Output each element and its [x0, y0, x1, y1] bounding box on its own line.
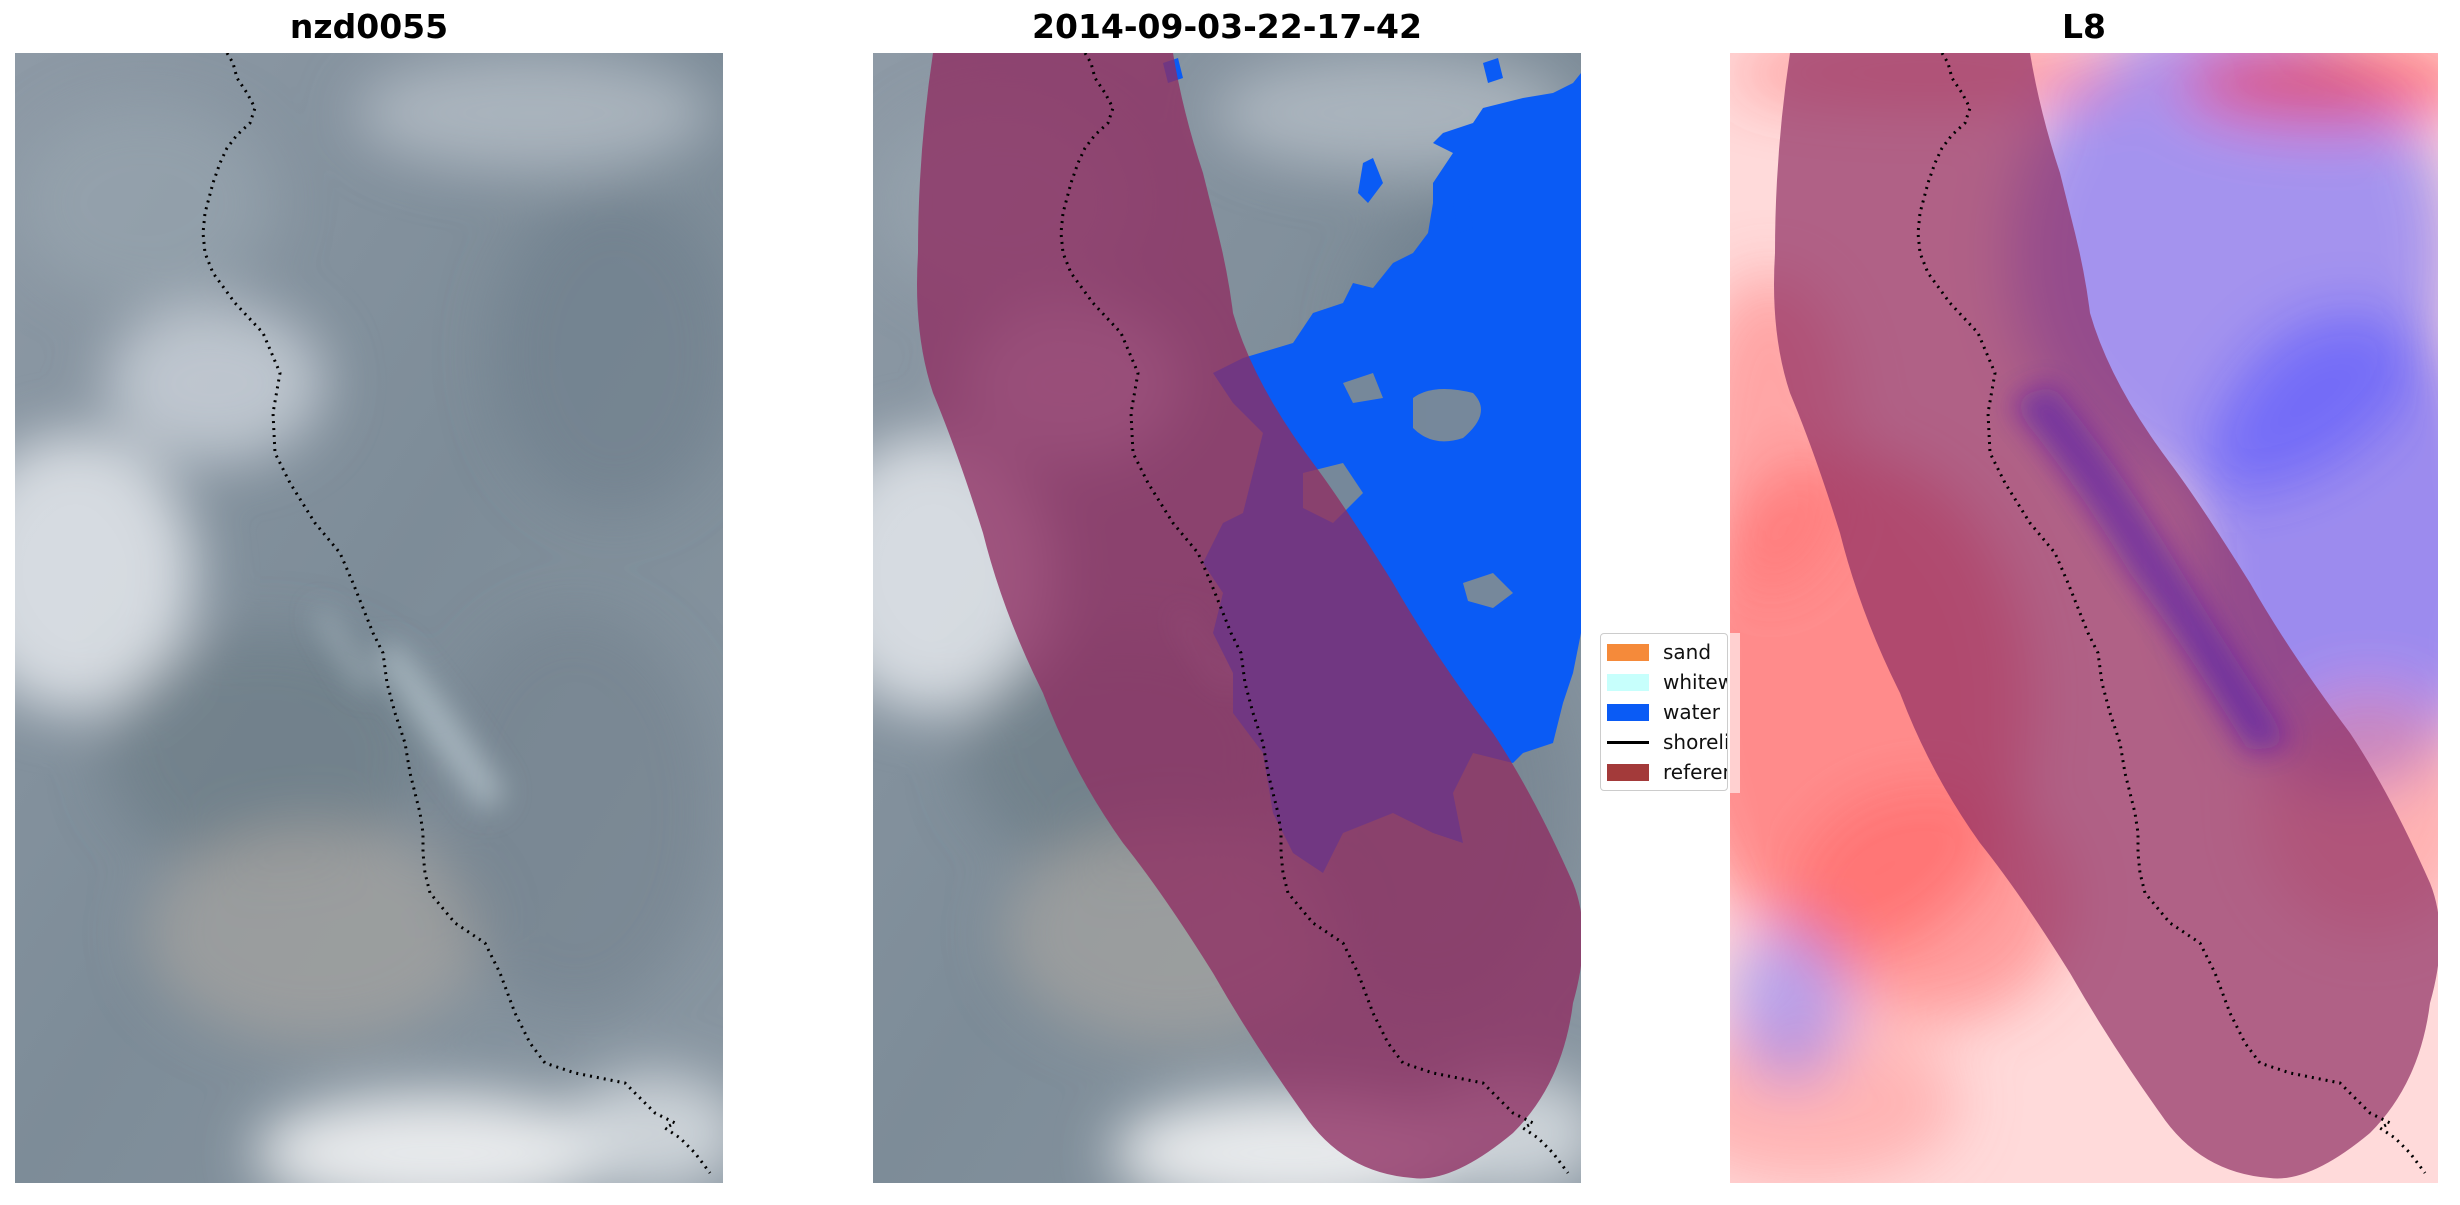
panel-title-satellite-image: nzd0055	[289, 7, 449, 46]
legend-label: shoreline	[1663, 730, 1727, 754]
legend-label: reference shoreline buffer	[1663, 760, 1727, 784]
legend-label: water	[1663, 700, 1720, 724]
whitewater-swatch	[1607, 673, 1649, 691]
panel-title-classified-image: 2014-09-03-22-17-42	[1032, 7, 1422, 46]
legend-label: sand	[1663, 640, 1712, 664]
shoreline-line-swatch	[1607, 740, 1649, 744]
index-image-panel-edge	[1730, 633, 1740, 793]
satellite-image-panel	[15, 53, 723, 1183]
sand-swatch	[1607, 643, 1649, 661]
water-swatch	[1607, 703, 1649, 721]
classified-image	[873, 53, 1581, 1183]
legend-item-water: water	[1607, 697, 1727, 727]
reference-shoreline-buffer	[917, 53, 1581, 1179]
satellite-image	[15, 53, 723, 1183]
panel-title-index-image: L8	[2062, 7, 2106, 46]
legend-item-shoreline: shoreline	[1607, 727, 1727, 757]
index-image-panel	[1730, 53, 2438, 1183]
legend-item-sand: sand	[1607, 637, 1727, 667]
legend-item-reference-buffer: reference shoreline buffer	[1607, 757, 1727, 787]
reference-shoreline-buffer	[1774, 53, 2438, 1179]
reference-buffer-swatch	[1607, 763, 1649, 781]
classified-image-panel	[873, 53, 1581, 1183]
index-image	[1730, 53, 2438, 1183]
